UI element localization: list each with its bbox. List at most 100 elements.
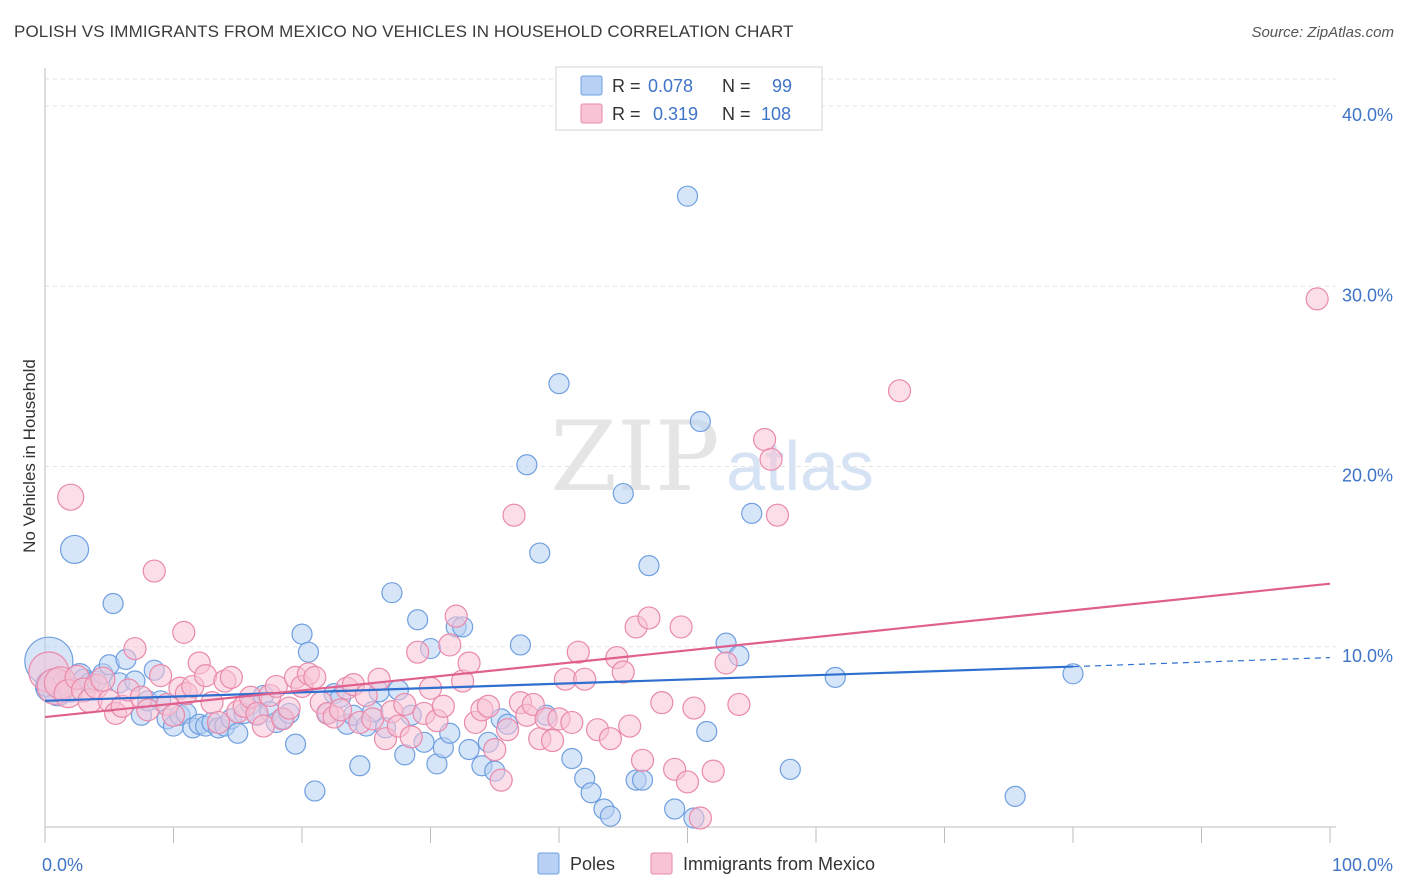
point-mexico — [675, 770, 700, 794]
stats-r-label-poles: R = — [612, 76, 641, 96]
stats-n-label-poles: N = — [722, 76, 751, 96]
stats-r-value-poles: 0.078 — [648, 76, 693, 96]
point-mexico — [277, 696, 301, 720]
trend-line-mexico — [44, 582, 1331, 719]
point-mexico — [161, 703, 186, 727]
point-mexico — [637, 606, 661, 630]
y-tick-label: 30.0% — [1342, 285, 1393, 305]
point-poles — [529, 542, 551, 564]
point-mexico — [399, 725, 423, 749]
y-axis-label: No Vehicles in Household — [20, 359, 39, 553]
point-mexico — [206, 710, 231, 735]
point-mexico — [476, 694, 500, 718]
point-mexico — [367, 667, 391, 691]
point-poles — [304, 780, 326, 802]
point-poles — [561, 747, 583, 770]
point-mexico — [566, 640, 590, 664]
point-mexico — [502, 503, 526, 527]
point-mexico — [727, 692, 751, 717]
point-mexico — [136, 698, 160, 722]
trend-line-poles-extension — [1072, 656, 1331, 668]
chart-title: POLISH VS IMMIGRANTS FROM MEXICO NO VEHI… — [14, 22, 794, 41]
point-poles — [779, 758, 801, 780]
point-poles — [407, 609, 429, 631]
point-mexico — [573, 667, 597, 691]
point-mexico — [457, 651, 481, 675]
point-mexico — [598, 727, 623, 751]
series-legend: Poles Immigrants from Mexico — [537, 852, 875, 875]
legend-label-mexico: Immigrants from Mexico — [683, 854, 875, 874]
point-mexico — [650, 691, 674, 715]
point-mexico — [483, 737, 507, 762]
point-poles — [696, 720, 718, 743]
trend-lines — [44, 582, 1331, 719]
point-mexico — [496, 718, 520, 742]
point-mexico — [123, 636, 147, 661]
stats-legend: R = 0.078 N = 99 R = 0.319 N = 108 — [555, 66, 823, 131]
point-poles — [516, 454, 538, 476]
point-poles — [741, 502, 763, 524]
point-poles — [297, 641, 320, 663]
point-poles — [689, 410, 711, 433]
point-poles — [509, 634, 532, 656]
point-poles — [599, 805, 622, 827]
point-poles — [291, 623, 313, 645]
point-mexico — [540, 728, 565, 753]
source-label: Source: ZipAtlas.com — [1251, 24, 1394, 41]
x-tick-label-min: 0.0% — [42, 855, 83, 875]
scatter-points — [24, 185, 1329, 830]
point-mexico — [611, 660, 635, 684]
point-poles — [102, 592, 124, 615]
x-tick-label-max: 100.0% — [1332, 855, 1393, 875]
point-mexico — [149, 663, 173, 688]
point-mexico — [682, 696, 706, 720]
point-mexico — [90, 666, 116, 692]
point-mexico — [1305, 287, 1329, 311]
point-mexico — [194, 663, 218, 688]
stats-n-value-mexico: 108 — [761, 104, 791, 124]
point-mexico — [669, 615, 693, 639]
point-poles — [227, 722, 249, 744]
point-poles — [612, 482, 634, 505]
point-poles — [638, 555, 660, 577]
point-poles — [349, 755, 371, 777]
point-mexico — [714, 651, 738, 675]
point-poles — [284, 733, 307, 755]
point-mexico — [560, 710, 584, 735]
y-tick-label: 20.0% — [1342, 466, 1393, 486]
stats-n-value-poles: 99 — [772, 76, 792, 96]
point-mexico — [393, 692, 417, 717]
trend-line-poles — [44, 665, 1074, 702]
point-mexico — [142, 559, 166, 583]
point-mexico — [328, 698, 353, 722]
point-poles — [824, 666, 846, 689]
point-poles — [458, 738, 480, 761]
point-poles — [631, 769, 654, 791]
point-mexico — [618, 714, 642, 738]
point-mexico — [57, 483, 85, 511]
legend-label-poles: Poles — [570, 854, 615, 874]
stats-n-label-mexico: N = — [722, 104, 751, 124]
y-tick-label: 40.0% — [1342, 105, 1393, 125]
stats-swatch-mexico — [580, 103, 603, 124]
stats-r-label-mexico: R = — [612, 104, 641, 124]
point-poles — [548, 373, 570, 395]
point-mexico — [219, 665, 243, 690]
point-mexico — [887, 379, 912, 403]
x-tick-labels: 0.0% 100.0% — [42, 855, 1393, 875]
point-poles — [580, 782, 602, 804]
stats-r-value-mexico: 0.319 — [653, 104, 698, 124]
point-poles — [676, 185, 699, 207]
point-mexico — [630, 748, 655, 772]
point-mexico — [303, 665, 327, 690]
point-mexico — [489, 768, 513, 792]
point-mexico — [752, 427, 777, 452]
point-mexico — [444, 604, 468, 628]
grid-lines — [45, 78, 1336, 648]
point-poles — [59, 534, 90, 565]
point-mexico — [759, 447, 783, 471]
point-mexico — [701, 759, 725, 783]
point-poles — [1004, 785, 1026, 807]
y-tick-labels: 10.0% 20.0% 30.0% 40.0% — [1342, 105, 1393, 666]
